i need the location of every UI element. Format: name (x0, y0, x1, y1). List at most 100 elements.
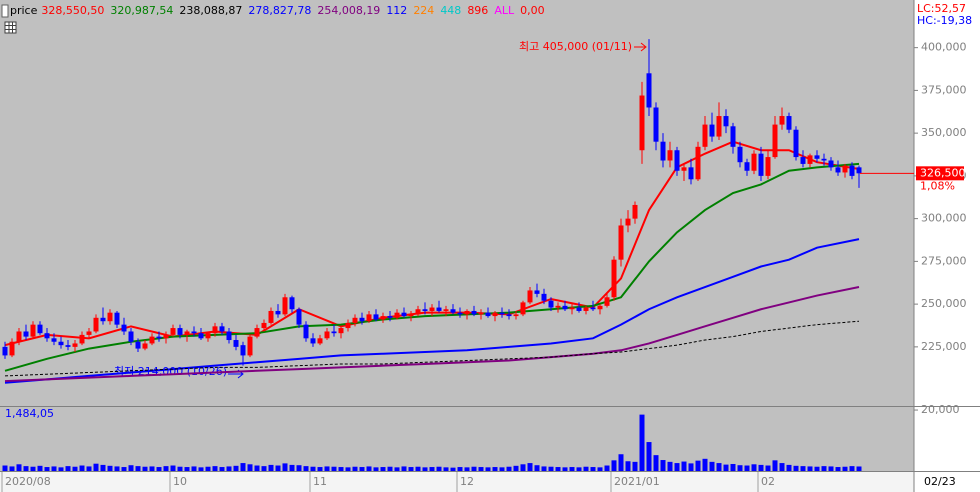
moving-average (4, 286, 860, 383)
volume-bar (688, 463, 694, 471)
volume-bar (583, 466, 589, 471)
candle-body (450, 309, 456, 313)
volume-bar (254, 465, 260, 471)
volume-bar (422, 467, 428, 471)
volume-bar (681, 461, 687, 471)
legend-entry: 238,088,87 (179, 4, 242, 17)
volume-bar (352, 466, 358, 471)
volume-bar (23, 466, 29, 471)
y-tick-label: 375,000 (921, 83, 967, 96)
volume-bar (541, 466, 547, 471)
candle-body (233, 340, 239, 347)
candle-body (401, 312, 407, 317)
legend-icon (1, 4, 9, 18)
candle-body (16, 331, 22, 342)
candle-body (478, 312, 484, 315)
candle-body (58, 341, 64, 346)
volume-bar (135, 466, 141, 471)
candle-body (576, 307, 582, 311)
volume-bar (667, 461, 673, 471)
high-annotation: 최고 405,000 (01/11) (519, 40, 632, 53)
volume-bar (387, 466, 393, 471)
candle-body (485, 312, 491, 317)
candle-body (702, 124, 708, 147)
candle-body (366, 314, 372, 322)
volume-bar (632, 461, 638, 471)
candle-body (541, 293, 547, 301)
volume-bar (625, 461, 631, 471)
x-tick-label: 2020/08 (5, 475, 51, 488)
volume-bar (170, 465, 176, 471)
volume-bar (702, 458, 708, 471)
volume-bar (800, 466, 806, 471)
volume-bar (205, 466, 211, 471)
volume-bar (457, 467, 463, 471)
volume-bar (296, 465, 302, 471)
candle-body (688, 167, 694, 180)
y-tick-label: 225,000 (921, 340, 967, 353)
volume-bar (492, 467, 498, 471)
volume-bar (100, 464, 106, 471)
candle-body (709, 124, 715, 137)
volume-label: 1,484,05 (5, 407, 54, 420)
volume-bar (555, 467, 561, 471)
candle-body (394, 312, 400, 318)
volume-bar (177, 466, 183, 471)
volume-bar (478, 467, 484, 471)
legend-entry: 278,827,78 (248, 4, 311, 17)
volume-bar (156, 467, 162, 471)
candle-body (9, 341, 15, 356)
volume-bar (149, 466, 155, 471)
volume-bar (401, 466, 407, 471)
volume-bar (184, 467, 190, 471)
candle-body (275, 310, 281, 315)
volume-bar (338, 467, 344, 471)
volume-bar (646, 442, 652, 471)
volume-bar (128, 465, 134, 471)
volume-tick-label: 20,000 (921, 403, 960, 416)
candle-body (352, 317, 358, 323)
candle-body (37, 324, 43, 334)
candle-body (723, 116, 729, 127)
candle-body (191, 331, 197, 334)
candle-body (821, 158, 827, 161)
candle-body (499, 312, 505, 315)
volume-bar (65, 466, 71, 471)
volume-bar (2, 465, 8, 471)
volume-bar (380, 467, 386, 471)
candle-body (310, 338, 316, 344)
candle-body (121, 324, 127, 332)
candle-body (331, 331, 337, 334)
candle-body (156, 336, 162, 339)
candle-body (100, 317, 106, 322)
volume-bar (261, 466, 267, 471)
candle-body (506, 314, 512, 317)
candle-body (562, 305, 568, 310)
candle-body (415, 309, 421, 315)
volume-bar (44, 467, 50, 471)
volume-bar (779, 463, 785, 471)
volume-bar (576, 467, 582, 471)
x-tick-label: 10 (173, 475, 187, 488)
volume-bar (772, 460, 778, 471)
candle-body (513, 314, 519, 317)
x-tick-label: 12 (460, 475, 474, 488)
volume-bar (51, 466, 57, 471)
volume-bar (534, 465, 540, 471)
volume-bar (828, 466, 834, 471)
volume-bar (597, 467, 603, 471)
volume-bar (198, 467, 204, 471)
volume-bar (247, 464, 253, 471)
candle-body (408, 314, 414, 317)
volume-bar (289, 464, 295, 471)
table-icon[interactable] (4, 21, 17, 34)
legend-entry: 896 (467, 4, 488, 17)
candle-body (79, 334, 85, 344)
volume-bar (310, 466, 316, 471)
volume-bar (569, 467, 575, 471)
volume-bar (639, 414, 645, 471)
y-tick-label: 300,000 (921, 212, 967, 225)
candle-body (170, 328, 176, 335)
candle-body (520, 302, 526, 315)
candle-body (786, 116, 792, 130)
